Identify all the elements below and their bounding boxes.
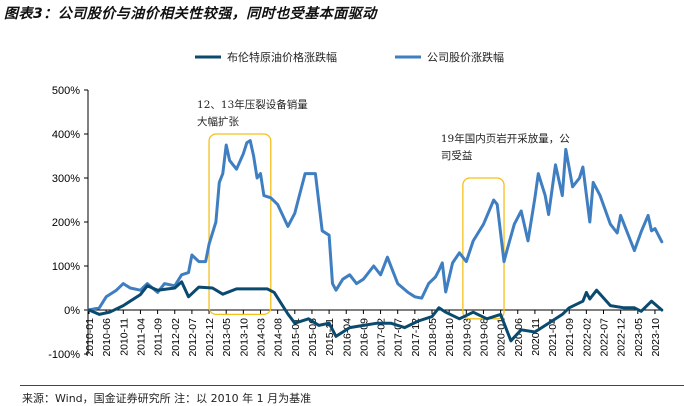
annotation-text: 司受益 [441, 149, 473, 162]
x-tick-label: 2015-11 [324, 318, 336, 356]
x-tick-label: 2013-10 [238, 318, 250, 357]
x-tick-label: 2017-12 [410, 318, 422, 357]
x-tick-label: 2014-03 [256, 318, 268, 357]
legend-label: 公司股价涨跌幅 [427, 50, 504, 64]
annotation-box [208, 133, 272, 316]
annotation-text: 大幅扩张 [197, 115, 239, 128]
x-tick-label: 2014-08 [273, 318, 285, 357]
legend-label: 布伦特原油价格涨跌幅 [227, 50, 337, 64]
annotation-text: 12、13年压裂设备销量 [197, 98, 308, 111]
x-tick-label: 2019-03 [461, 318, 473, 357]
y-tick-label: 300% [52, 173, 80, 185]
series-line-brent [87, 280, 664, 343]
y-tick-label: 500% [52, 85, 80, 97]
x-tick-label: 2021-04 [547, 318, 559, 357]
x-tick-label: 2022-07 [599, 318, 611, 357]
x-tick-label: 2015-06 [307, 318, 319, 357]
x-tick-label: 2022-02 [581, 318, 593, 357]
x-tick-label: 2016-04 [341, 318, 353, 357]
x-tick-label: 2011-04 [135, 318, 147, 356]
x-tick-label: 2023-10 [650, 318, 662, 357]
x-tick-label: 2018-05 [427, 318, 439, 357]
annotation-box [462, 177, 505, 320]
x-tick-label: 2020-06 [513, 318, 525, 357]
x-tick-label: 2012-12 [204, 318, 216, 357]
x-tick-label: 2010-11 [118, 318, 130, 356]
y-tick-label: 200% [52, 217, 80, 229]
y-tick-label: 0% [64, 305, 80, 317]
x-tick-label: 2010-06 [101, 318, 113, 357]
x-tick-label: 2012-02 [170, 318, 182, 357]
x-tick-label: 2015-01 [290, 318, 302, 357]
source-note: 来源：Wind，国金证券研究所 注：以 2010 年 1 月为基准 [22, 392, 312, 405]
x-tick-label: 2010-01 [84, 318, 96, 357]
divider [20, 385, 684, 386]
x-tick-label: 2016-09 [358, 318, 370, 357]
figure-title: 图表3：公司股价与油价相关性较强，同时也受基本面驱动 [4, 6, 377, 22]
y-tick-label: 100% [52, 261, 80, 273]
y-tick-label: -100% [48, 349, 80, 361]
x-tick-label: 2021-09 [564, 318, 576, 357]
x-tick-label: 2011-09 [153, 318, 165, 356]
x-tick-label: 2023-05 [633, 318, 645, 357]
x-tick-label: 2018-10 [444, 318, 456, 357]
x-tick-label: 2022-12 [616, 318, 628, 357]
x-tick-label: 2013-05 [221, 318, 233, 357]
x-tick-label: 2019-08 [478, 318, 490, 357]
y-tick-label: 400% [52, 129, 80, 141]
x-tick-label: 2017-02 [376, 318, 388, 357]
series-line-company [87, 139, 664, 312]
annotation-text: 19年国内页岩开采放量，公 [441, 132, 570, 145]
x-tick-label: 2012-07 [187, 318, 199, 357]
x-tick-label: 2020-11 [530, 318, 542, 356]
